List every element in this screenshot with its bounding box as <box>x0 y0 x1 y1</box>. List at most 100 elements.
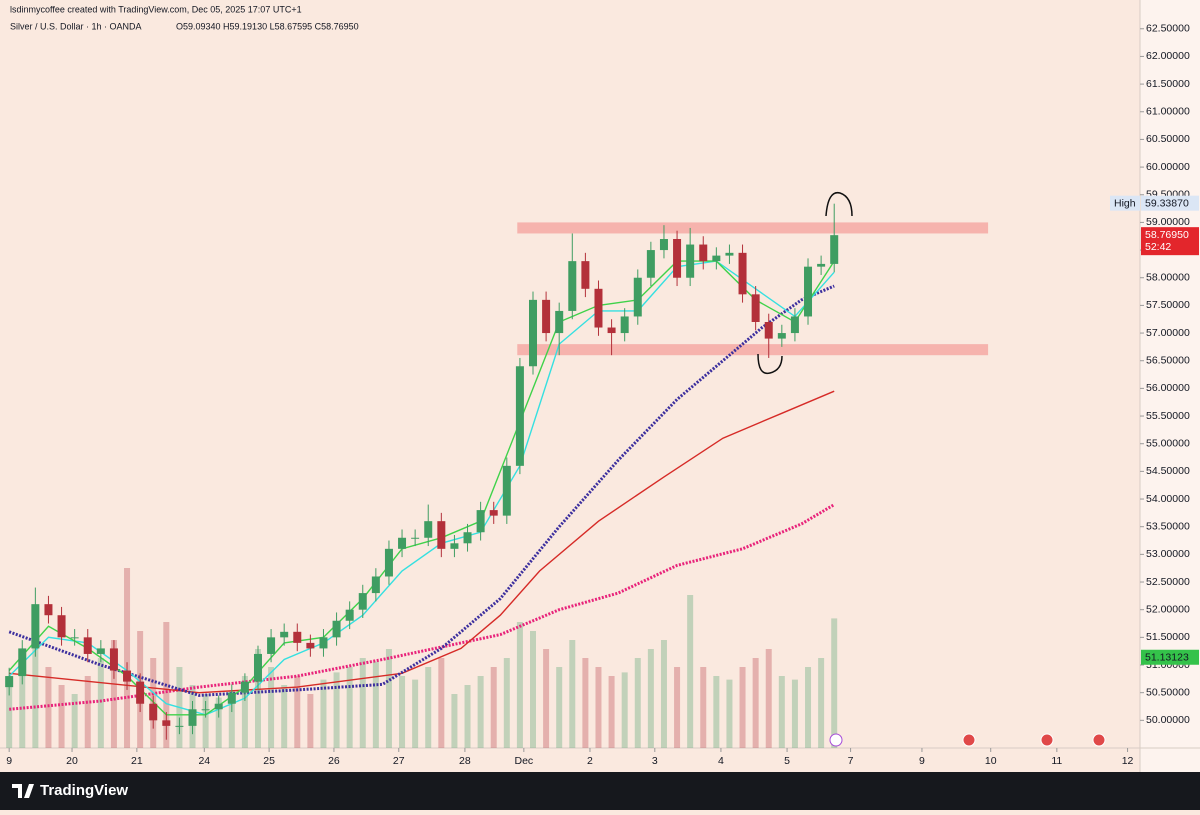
candle-body <box>358 593 367 610</box>
y-tick-label: 60.50000 <box>1146 133 1190 145</box>
volume-bar <box>6 676 13 748</box>
candle-body <box>293 631 302 643</box>
x-tick-label: 28 <box>459 755 471 767</box>
price-label-box <box>1141 649 1199 665</box>
candle-body <box>751 294 760 322</box>
candle-body <box>44 604 53 616</box>
candle-body <box>398 537 407 549</box>
candle-body <box>777 333 786 339</box>
indicator-layer <box>8 260 835 716</box>
volume-bar <box>752 658 759 748</box>
candle-body <box>5 676 14 688</box>
candle-body <box>123 670 132 682</box>
volume-bar <box>294 676 301 748</box>
x-tick-label: 2 <box>587 755 593 767</box>
candle-body <box>424 521 433 538</box>
volume-bar <box>569 640 576 748</box>
event-icon[interactable] <box>829 733 843 747</box>
volume-bar <box>530 631 537 748</box>
y-tick-label: 51.50000 <box>1146 631 1190 643</box>
volume-bar <box>687 595 694 748</box>
x-tick-label: Dec <box>514 755 533 767</box>
candle-body <box>306 642 315 649</box>
axis-layer: 50.0000050.5000051.0000051.5000052.00000… <box>6 23 1199 767</box>
volume-bar <box>320 679 327 748</box>
volume-bar <box>97 658 104 748</box>
volume-bar <box>791 679 798 748</box>
volume-bar <box>110 640 117 748</box>
volume-bar <box>464 685 471 748</box>
candle-body <box>581 261 590 289</box>
volume-bar <box>700 667 707 748</box>
price-label: 58.76950 <box>1145 229 1189 241</box>
candle-body <box>830 235 839 264</box>
candle-body <box>162 720 171 726</box>
volume-bar <box>674 667 681 748</box>
price-label: 51.13123 <box>1145 652 1189 664</box>
y-tick-label: 57.00000 <box>1146 327 1190 339</box>
candle-body <box>384 548 393 577</box>
candle-body <box>411 537 420 539</box>
candle-body <box>240 681 249 693</box>
candle-body <box>267 637 276 654</box>
y-tick-label: 54.50000 <box>1146 465 1190 477</box>
volume-bar <box>621 672 628 748</box>
zone <box>517 344 989 356</box>
volume-bar <box>543 649 550 748</box>
volume-bar <box>412 679 419 748</box>
y-tick-label: 61.00000 <box>1146 106 1190 118</box>
volume-bar <box>19 649 26 748</box>
price-tag: High <box>1114 197 1136 209</box>
candle-body <box>804 266 813 317</box>
x-tick-label: 27 <box>393 755 405 767</box>
candle-body <box>673 239 682 278</box>
volume-bar <box>71 694 78 748</box>
volume-bar <box>778 676 785 748</box>
y-tick-label: 55.50000 <box>1146 410 1190 422</box>
price-axis-background <box>1140 0 1200 772</box>
candle-body <box>568 261 577 311</box>
event-icon[interactable] <box>1040 733 1054 747</box>
volume-bar <box>307 694 314 748</box>
zone <box>517 222 989 234</box>
candle-body <box>96 648 105 654</box>
footer-bar <box>0 772 1200 810</box>
x-tick-label: 5 <box>784 755 790 767</box>
candle-body <box>136 681 145 704</box>
price-tag-box <box>1110 195 1140 211</box>
volume-bar <box>582 658 589 748</box>
x-tick-label: 24 <box>198 755 210 767</box>
volume-bar <box>346 667 353 748</box>
event-icon[interactable] <box>1092 733 1106 747</box>
volume-bar <box>399 676 406 748</box>
event-icon[interactable] <box>962 733 976 747</box>
volume-bar <box>660 640 667 748</box>
candle-body <box>659 239 668 251</box>
volume-bar <box>516 622 523 748</box>
candle-layer <box>5 203 839 740</box>
candle-body <box>699 244 708 262</box>
volume-bar <box>818 658 825 748</box>
moving-average <box>8 284 835 697</box>
volume-bar <box>477 676 484 748</box>
zone-layer <box>517 222 989 356</box>
candle-body <box>686 244 695 278</box>
x-tick-label: 26 <box>328 755 340 767</box>
price-label: 59.33870 <box>1145 197 1189 209</box>
volume-bar <box>45 667 52 748</box>
candle-body <box>149 703 158 721</box>
y-tick-label: 52.00000 <box>1146 603 1190 615</box>
candle-body <box>188 709 197 726</box>
candle-body <box>175 725 184 727</box>
moving-average <box>9 390 835 694</box>
candle-body <box>712 255 721 262</box>
y-tick-label: 53.00000 <box>1146 548 1190 560</box>
candle-body <box>437 521 446 549</box>
y-tick-label: 54.00000 <box>1146 493 1190 505</box>
candle-body <box>345 609 354 621</box>
author-line: lsdinmycoffee created with TradingView.c… <box>10 4 302 14</box>
candle-body <box>214 703 223 710</box>
candle-body <box>502 465 511 516</box>
